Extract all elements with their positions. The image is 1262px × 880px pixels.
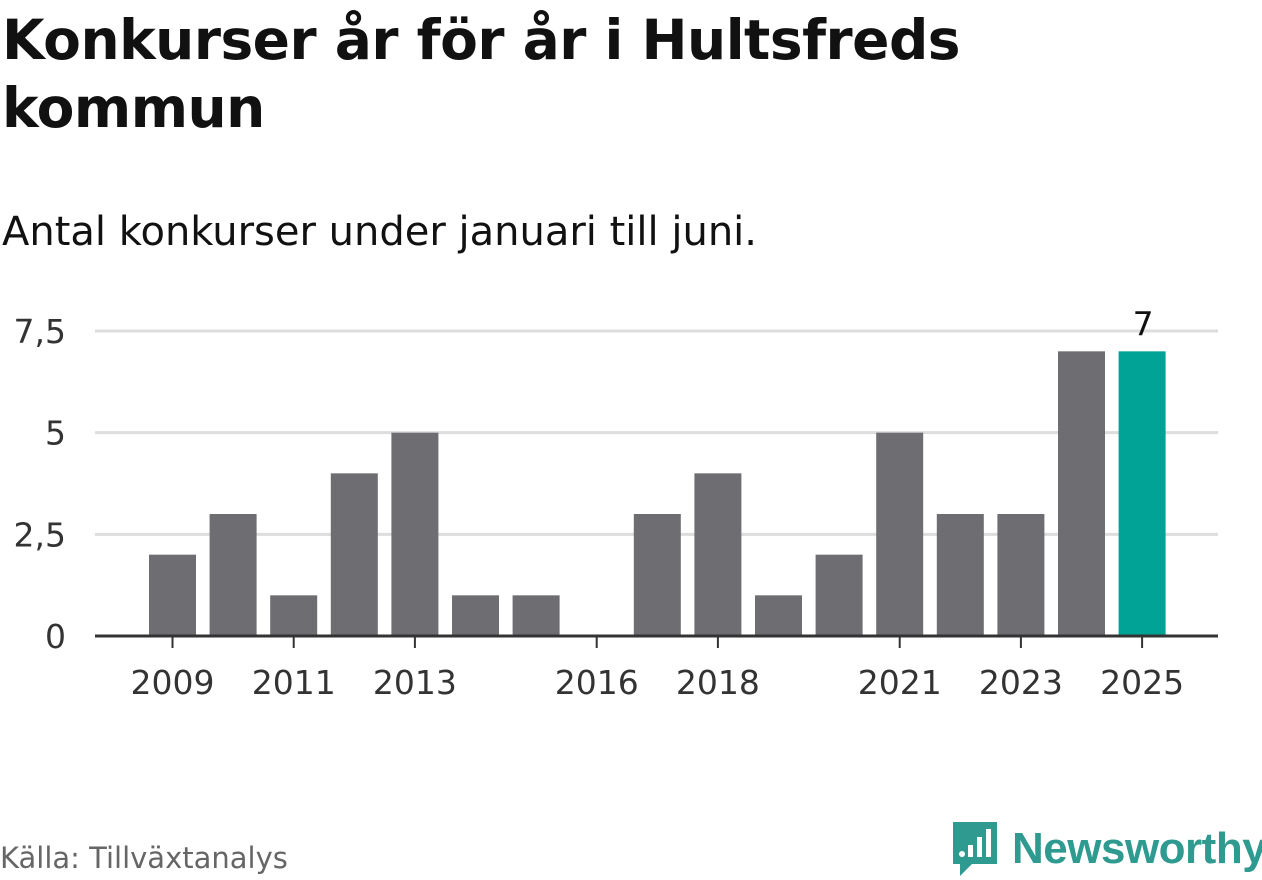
- bar: [755, 595, 802, 636]
- x-tick-label: 2018: [676, 663, 760, 702]
- x-tick-label: 2023: [979, 663, 1063, 702]
- data-label: 7: [1133, 304, 1154, 343]
- x-tick-label: 2009: [131, 663, 215, 702]
- bar: [876, 432, 924, 636]
- bar: [330, 473, 378, 636]
- x-tick-label: 2016: [555, 663, 639, 702]
- bar: [633, 514, 681, 636]
- bar-chart: 0 2,5 5 7,5 7 2009 2011 2013 2016 2018 2021 2023 202…: [14, 304, 1218, 702]
- x-tick-label: 2021: [858, 663, 942, 702]
- x-tick-label: 2025: [1100, 663, 1184, 702]
- bar: [452, 595, 499, 636]
- chart-title: Konkurser år för år i Hultsfreds kommun: [2, 8, 961, 140]
- bar: [997, 514, 1045, 636]
- bar: [391, 432, 439, 636]
- newsworthy-logo-icon: [953, 822, 997, 876]
- x-tick-label: 2013: [373, 663, 457, 702]
- y-tick-label: 0: [45, 617, 66, 656]
- bar: [270, 595, 318, 636]
- bar: [694, 473, 742, 636]
- chart-subtitle: Antal konkurser under januari till juni.: [2, 209, 757, 255]
- y-tick-label: 2,5: [14, 515, 66, 554]
- source-note: Källa: Tillväxtanalys: [0, 841, 288, 875]
- bar: [209, 514, 257, 636]
- bar: [936, 514, 984, 636]
- brand-logo: Newsworthy: [950, 818, 1262, 880]
- y-tick-label: 7,5: [14, 312, 66, 351]
- bar: [1058, 351, 1105, 636]
- bar: [815, 554, 863, 636]
- bar: [512, 595, 560, 636]
- bar-highlighted: [1118, 351, 1166, 636]
- y-tick-label: 5: [45, 414, 66, 453]
- bar: [149, 554, 196, 636]
- brand-name: Newsworthy: [1012, 824, 1262, 873]
- x-tick-label: 2011: [252, 663, 336, 702]
